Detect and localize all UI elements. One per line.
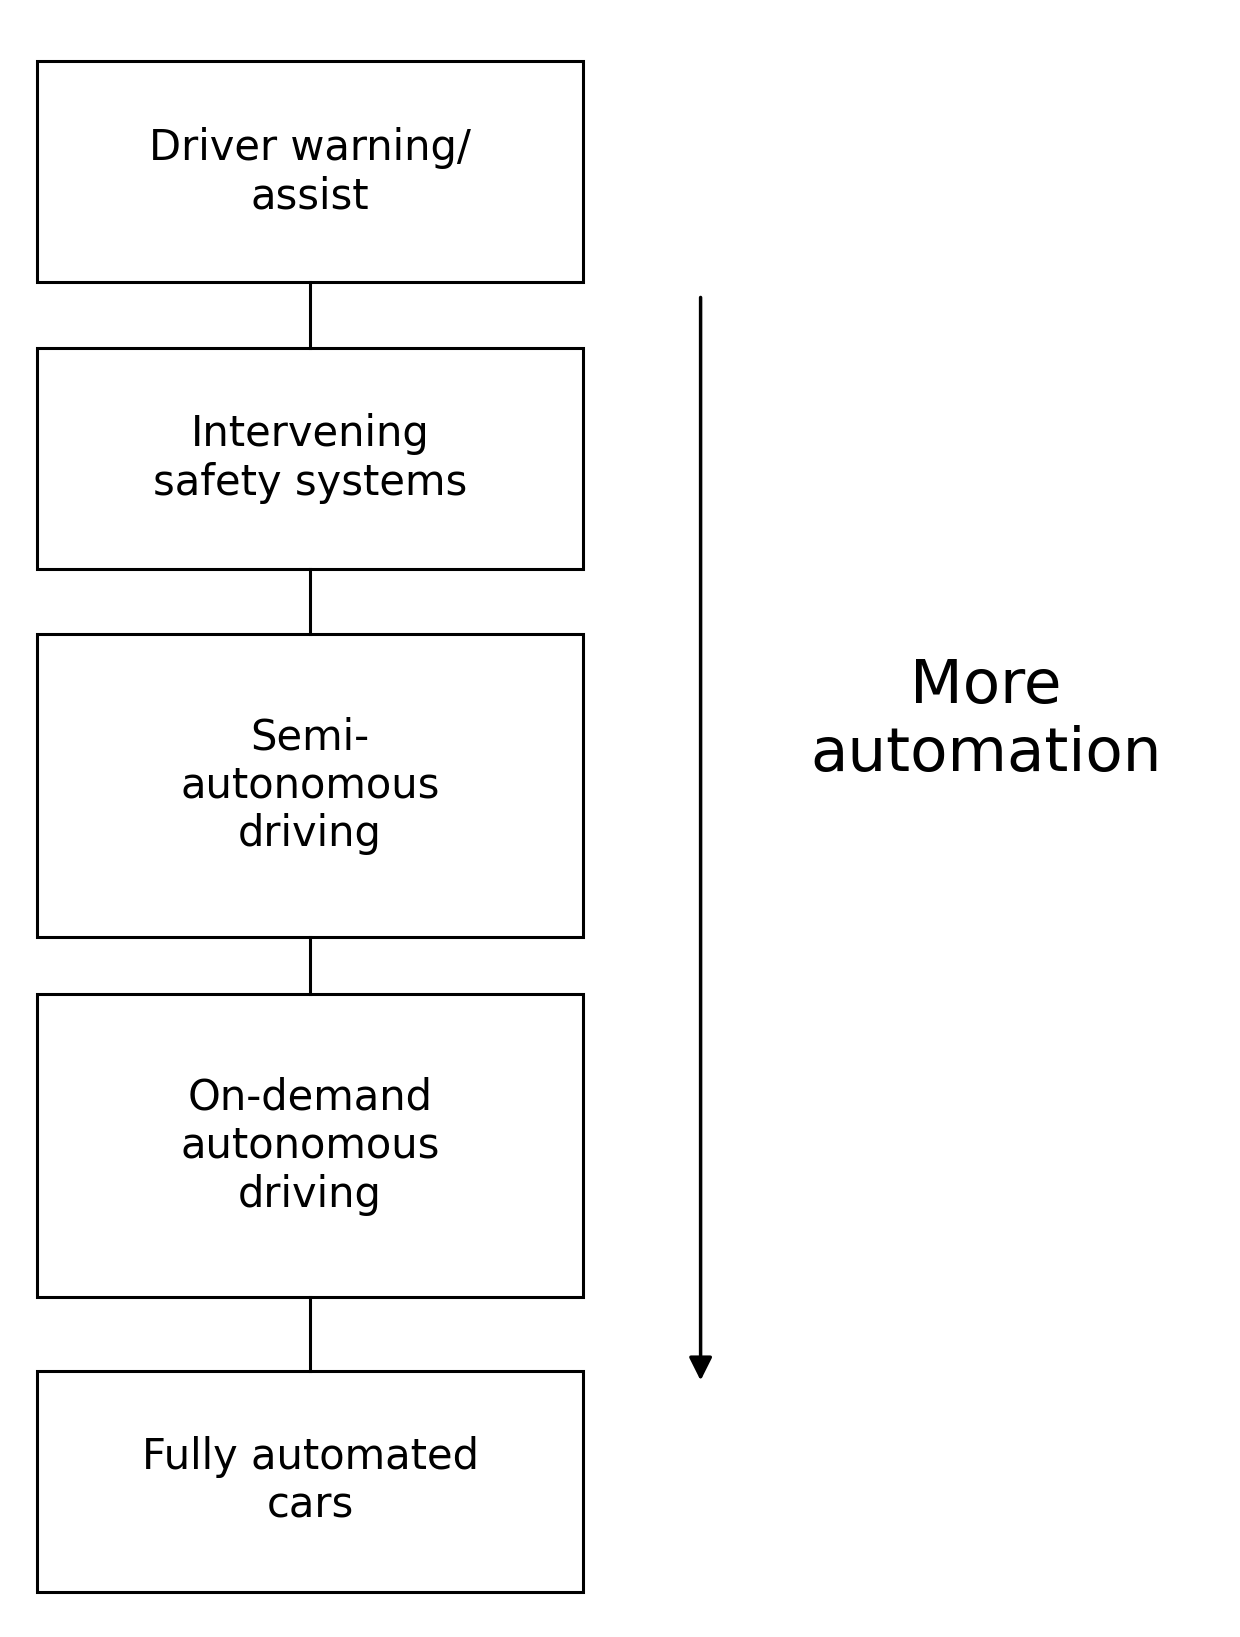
Bar [37,349,583,570]
Bar [37,1372,583,1591]
Text: Driver warning/
assist: Driver warning/ assist [149,126,471,218]
Text: On-demand
autonomous
driving: On-demand autonomous driving [180,1076,440,1216]
Bar [37,61,583,282]
Text: Fully automated
cars: Fully automated cars [141,1436,479,1527]
Text: Semi-
autonomous
driving: Semi- autonomous driving [180,715,440,856]
Bar [37,634,583,936]
Text: Intervening
safety systems: Intervening safety systems [153,413,467,504]
Text: More
automation: More automation [810,656,1162,784]
Bar [37,994,583,1297]
